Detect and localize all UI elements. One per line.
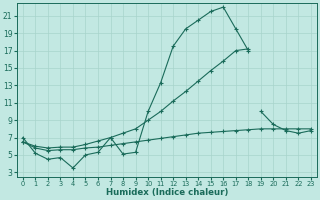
X-axis label: Humidex (Indice chaleur): Humidex (Indice chaleur) [106, 188, 228, 197]
